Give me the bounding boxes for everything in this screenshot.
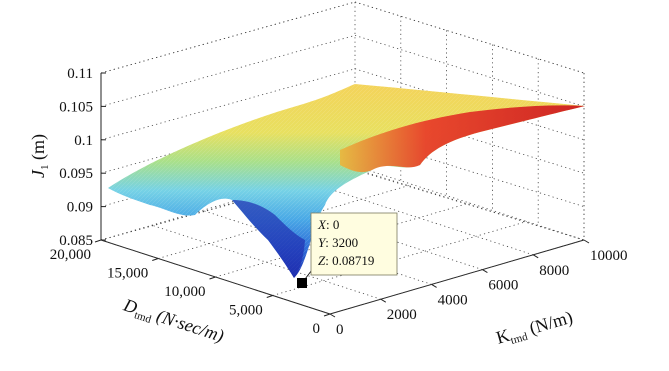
datatip-box [310, 212, 398, 276]
x-tick-label: 0 [336, 322, 344, 338]
x-gridline [253, 195, 483, 270]
y-tick-label: 5,000 [229, 303, 263, 319]
datatip-x: X: 0 [317, 217, 339, 232]
x-gridline [354, 165, 585, 241]
y-label-subscript: tmd [133, 309, 153, 326]
datatip-z-label: Z [318, 253, 326, 268]
z-ticks: 0.11 0.105 0.1 0.095 0.09 0.085 [59, 66, 106, 249]
datatip-x-label: X [317, 217, 327, 232]
y-tick-mark [266, 295, 273, 298]
x-tick-label: 8000 [539, 263, 569, 279]
datatip[interactable]: X: 0 Y: 3200 Z: 0.08719 [297, 212, 398, 288]
y-gridline [329, 239, 585, 315]
x-tick-label: 6000 [488, 278, 518, 294]
z-tick-label: 0.11 [67, 66, 93, 82]
x-tick-mark [482, 269, 488, 274]
surface [108, 84, 585, 278]
x-tick-mark [380, 298, 387, 303]
z-tick-label: 0.085 [59, 233, 93, 249]
surface-ridge-hot [340, 105, 585, 173]
z-label-symbol: J [28, 169, 48, 178]
y-tick-label: 0 [313, 321, 321, 337]
y-tick-mark [209, 276, 216, 280]
x-tick-mark [329, 313, 336, 318]
back-edge-top [100, 1, 356, 74]
z-tick-label: 0.095 [59, 166, 93, 182]
y-tick-mark [152, 258, 159, 261]
z-gridline [100, 35, 356, 107]
z-axis-label: J1 (m) [28, 134, 51, 178]
x-tick-label: 2000 [387, 307, 417, 323]
y-label-unit: (N·sec/m) [150, 304, 227, 347]
z-tick-label: 0.09 [67, 200, 93, 216]
y-tick-mark [323, 313, 331, 317]
surface-valley-deep [232, 200, 305, 278]
x-label-symbol: K [494, 325, 512, 348]
y-tick-label: 15,000 [107, 266, 148, 282]
x-label-subscript: tmd [509, 331, 529, 347]
x-label-unit: (N/m) [523, 307, 575, 341]
datatip-x-value: : 0 [326, 217, 339, 232]
y-axis-label: Dtmd (N·sec/m) [119, 294, 226, 348]
datatip-y: Y: 3200 [318, 235, 358, 250]
x-axis-label: Ktmd (N/m) [494, 307, 576, 351]
z-gridline-back [354, 1, 585, 74]
x-gridline [100, 239, 331, 315]
datatip-marker[interactable] [297, 278, 307, 288]
x-tick-mark [431, 283, 437, 288]
x-tick-label: 10000 [590, 248, 628, 264]
datatip-y-label: Y [318, 235, 327, 250]
y-gridline [272, 221, 527, 296]
datatip-y-value: : 3200 [325, 235, 358, 250]
floor-right-edge [354, 169, 585, 241]
datatip-z-value: : 0.08719 [325, 253, 374, 268]
z-gridline-back [354, 168, 585, 241]
z-tick-label: 0.1 [74, 133, 93, 149]
x-tick-label: 4000 [438, 292, 468, 308]
z-gridline [100, 1, 356, 74]
z-tick-label: 0.105 [59, 99, 93, 115]
datatip-z: Z: 0.08719 [318, 253, 374, 268]
x-gridline [151, 224, 381, 300]
z-label-subscript: 1 [39, 165, 51, 171]
y-tick-mark [94, 239, 102, 243]
z-label-unit: (m) [28, 134, 49, 165]
y-ticks: 0 5,000 10,000 15,000 20,000 [50, 239, 331, 337]
y-label-symbol: D [120, 294, 139, 317]
z-axis: 0.11 0.105 0.1 0.095 0.09 0.085 J1 (m) [28, 66, 106, 249]
y-tick-label: 20,000 [50, 247, 91, 263]
y-tick-label: 10,000 [164, 284, 205, 300]
x-tick-mark [583, 239, 590, 244]
x-tick-mark [532, 254, 539, 259]
x-gridline [304, 180, 534, 256]
z-gridline-back [354, 35, 585, 107]
x-ticks: 0 2000 4000 6000 8000 10000 [329, 239, 628, 338]
